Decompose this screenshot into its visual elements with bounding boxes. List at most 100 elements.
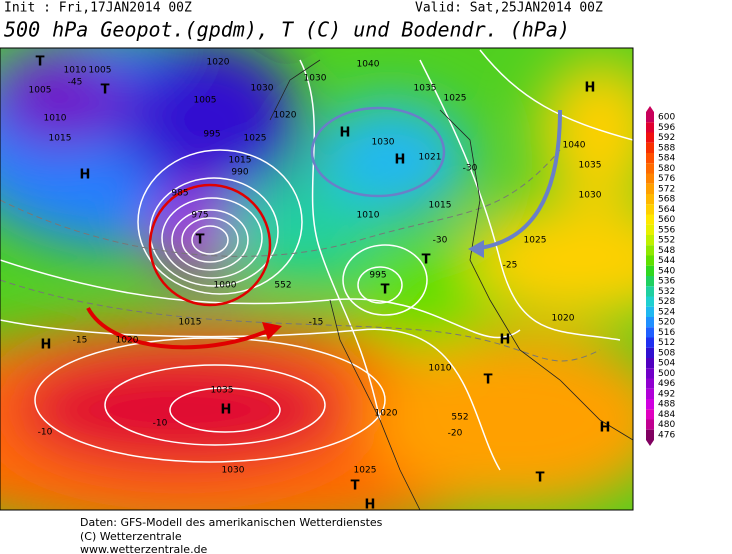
contour-label: 1005	[89, 66, 112, 76]
contour-label: 1020	[375, 409, 398, 419]
contour-label: 552	[274, 281, 291, 291]
colorbar-swatch	[646, 173, 654, 184]
contour-label: -30	[433, 236, 448, 246]
colorbar-label: 492	[658, 389, 675, 399]
contour-label: -25	[503, 261, 518, 271]
coastlines	[269, 59, 633, 510]
colorbar-swatch	[646, 409, 654, 420]
contour-label: 1030	[251, 84, 274, 94]
blue-arrow-head	[468, 240, 484, 258]
pressure-center-label: T	[381, 283, 390, 298]
contour-label: 1030	[304, 74, 327, 84]
contour-label: 1030	[579, 191, 602, 201]
colorbar-top-tip	[646, 106, 654, 112]
colorbar-label: 560	[658, 215, 675, 225]
colorbar-label: 488	[658, 400, 675, 410]
map-title: 500 hPa Geopot.(gpdm), T (C) und Bodendr…	[4, 18, 570, 42]
colorbar-label: 580	[658, 164, 675, 174]
map-frame	[0, 47, 634, 511]
contour-label: 1030	[222, 466, 245, 476]
colorbar-swatch	[646, 142, 654, 153]
colorbar-label: 476	[658, 430, 675, 440]
contour-label: 1030	[372, 138, 395, 148]
contour-label: 1040	[563, 141, 586, 151]
pressure-center-label: T	[196, 233, 205, 248]
colorbar-swatch	[646, 378, 654, 389]
colorbar-label: 572	[658, 184, 675, 194]
colorbar-label: 504	[658, 359, 675, 369]
contour-label: 1010	[64, 66, 87, 76]
colorbar-swatch	[646, 122, 654, 133]
colorbar-swatch	[646, 183, 654, 194]
colorbar-label: 484	[658, 410, 675, 420]
contour-label: 1021	[419, 153, 442, 163]
colorbar-label: 512	[658, 338, 675, 348]
colorbar-label: 556	[658, 225, 675, 235]
contour-label: 552	[451, 413, 468, 423]
colorbar-swatch	[646, 163, 654, 174]
colorbar-label: 592	[658, 133, 675, 143]
colorbar-label: 548	[658, 246, 675, 256]
height-field	[0, 48, 633, 510]
valid-time: Valid: Sat,25JAN2014 00Z	[415, 1, 603, 16]
colorbar-label: 540	[658, 266, 675, 276]
contour-label: 1020	[207, 58, 230, 68]
colorbar-label: 516	[658, 328, 675, 338]
pressure-center-label: H	[395, 153, 406, 168]
colorbar-swatch	[646, 204, 654, 215]
footer-url: www.wetterzentrale.de	[80, 543, 208, 554]
contour-label: -10	[153, 419, 168, 429]
pressure-center-label: H	[221, 403, 232, 418]
pressure-center-label: H	[365, 498, 376, 513]
contour-label: 1035	[211, 386, 234, 396]
colorbar-swatch	[646, 399, 654, 410]
footer-copyright: (C) Wetterzentrale	[80, 530, 182, 543]
blue-highlight-ellipse	[310, 106, 446, 198]
pressure-center-label: H	[41, 338, 52, 353]
colorbar-swatch	[646, 132, 654, 143]
contour-label: -20	[448, 429, 463, 439]
pressure-center-label: H	[500, 333, 511, 348]
colorbar-label: 520	[658, 318, 675, 328]
pressure-center-label: T	[351, 479, 360, 494]
contour-label: -30	[463, 164, 478, 174]
contour-label: 1010	[44, 114, 67, 124]
colorbar-label: 532	[658, 287, 675, 297]
pressure-center-label: T	[36, 55, 45, 70]
colorbar-label: 496	[658, 379, 675, 389]
colorbar-swatch	[646, 214, 654, 225]
contour-label: 1015	[179, 318, 202, 328]
colorbar-swatch	[646, 296, 654, 307]
colorbar-label: 600	[658, 113, 675, 123]
colorbar-swatch	[646, 368, 654, 379]
colorbar-swatch	[646, 306, 654, 317]
colorbar-label: 564	[658, 205, 675, 215]
pressure-center-label: H	[600, 421, 611, 436]
colorbar-swatch	[646, 286, 654, 297]
contour-label: 1020	[552, 314, 575, 324]
colorbar-label: 552	[658, 236, 675, 246]
contour-label: 1005	[194, 96, 217, 106]
contour-label: 995	[203, 130, 220, 140]
contour-label: -15	[73, 336, 88, 346]
colorbar-swatch	[646, 153, 654, 164]
contour-label: 1005	[29, 86, 52, 96]
colorbar-swatch	[646, 235, 654, 246]
colorbar-swatch	[646, 429, 654, 440]
colorbar-swatch	[646, 112, 654, 123]
colorbar-swatch	[646, 194, 654, 205]
colorbar-swatch	[646, 317, 654, 328]
colorbar-label: 588	[658, 143, 675, 153]
colorbar-bottom-tip	[646, 440, 654, 446]
colorbar-swatch	[646, 419, 654, 430]
red-arrow-head	[262, 322, 282, 340]
contour-label: 995	[369, 271, 386, 281]
contour-label: 1010	[357, 211, 380, 221]
colorbar-swatch	[646, 224, 654, 235]
pressure-center-label: T	[484, 373, 493, 388]
colorbar-swatch	[646, 265, 654, 276]
